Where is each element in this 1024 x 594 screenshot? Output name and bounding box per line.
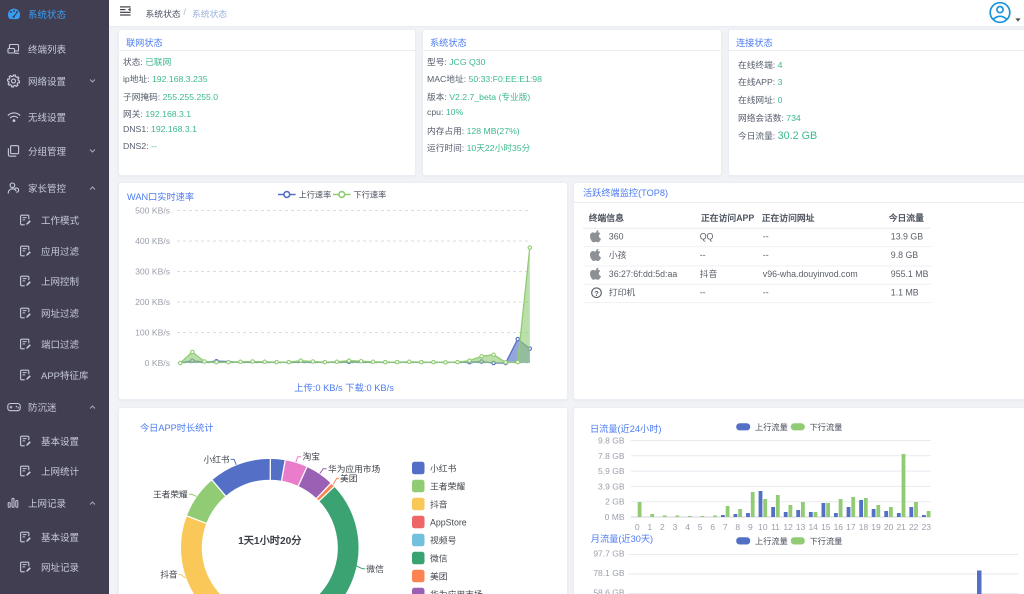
svg-text:小红书: 小红书	[430, 462, 457, 473]
svg-text:华为应用市场: 华为应用市场	[328, 462, 380, 473]
svg-text:抖音: 抖音	[160, 568, 178, 579]
svg-text:10: 10	[758, 521, 768, 531]
svg-text:上行流量: 上行流量	[755, 535, 788, 545]
svg-text:21: 21	[896, 521, 906, 531]
svg-text:1.1 MB: 1.1 MB	[891, 288, 919, 298]
svg-text:13.9 GB: 13.9 GB	[891, 232, 923, 242]
svg-text:--: --	[700, 288, 706, 298]
svg-text:上传:0 KB/s 下载:0 KB/s: 上传:0 KB/s 下载:0 KB/s	[294, 382, 394, 393]
svg-text:97.7 GB: 97.7 GB	[593, 548, 625, 558]
svg-text:小红书: 小红书	[204, 453, 230, 464]
svg-text:360: 360	[609, 232, 624, 242]
svg-text:15: 15	[821, 521, 831, 531]
svg-text:12: 12	[783, 521, 793, 531]
svg-text:20: 20	[884, 521, 894, 531]
svg-text:58.6 GB: 58.6 GB	[593, 587, 625, 594]
svg-text:0 KB/s: 0 KB/s	[145, 358, 170, 368]
svg-text:AppStore: AppStore	[430, 517, 467, 527]
svg-text:美团: 美团	[340, 472, 357, 483]
svg-text:下行流量: 下行流量	[810, 421, 843, 431]
svg-text:16: 16	[834, 521, 844, 531]
svg-text:终端信息: 终端信息	[589, 212, 624, 223]
svg-text:微信: 微信	[366, 562, 384, 573]
svg-text:打印机: 打印机	[609, 287, 636, 298]
svg-text:955.1 MB: 955.1 MB	[891, 269, 929, 279]
svg-text:?: ?	[594, 289, 599, 298]
svg-text:5: 5	[698, 521, 703, 531]
svg-text:5.9 GB: 5.9 GB	[598, 466, 625, 476]
svg-text:9: 9	[748, 521, 753, 531]
svg-text:13: 13	[796, 521, 806, 531]
svg-text:QQ: QQ	[700, 232, 714, 242]
svg-text:1: 1	[648, 521, 653, 531]
svg-text:9.8 GB: 9.8 GB	[598, 435, 625, 445]
svg-text:上行速率: 上行速率	[299, 189, 332, 199]
svg-text:2 GB: 2 GB	[605, 496, 625, 506]
svg-text:3: 3	[673, 521, 678, 531]
svg-text:11: 11	[771, 521, 780, 531]
svg-text:华为应用市场: 华为应用市场	[430, 588, 483, 594]
svg-text:抖音: 抖音	[430, 498, 448, 509]
svg-text:王者荣耀: 王者荣耀	[430, 480, 465, 491]
svg-text:视频号: 视频号	[430, 534, 457, 545]
svg-text:淘宝: 淘宝	[303, 450, 321, 461]
svg-text:上行流量: 上行流量	[755, 421, 788, 431]
svg-text:今日流量: 今日流量	[888, 212, 924, 223]
svg-text:19: 19	[871, 521, 881, 531]
svg-text:500 KB/s: 500 KB/s	[135, 206, 170, 216]
svg-text:1天1小时20分: 1天1小时20分	[238, 533, 302, 546]
svg-text:23: 23	[922, 521, 932, 531]
svg-text:6: 6	[710, 521, 715, 531]
svg-text:3.9 GB: 3.9 GB	[598, 481, 625, 491]
svg-text:0 MB: 0 MB	[605, 512, 625, 522]
svg-text:9.8 GB: 9.8 GB	[891, 250, 919, 260]
svg-text:0: 0	[635, 521, 640, 531]
svg-text:--: --	[700, 250, 706, 260]
svg-text:微信: 微信	[430, 552, 448, 563]
svg-text:22: 22	[909, 521, 919, 531]
svg-text:正在访问APP: 正在访问APP	[701, 212, 754, 223]
svg-text:正在访问网址: 正在访问网址	[762, 212, 815, 223]
svg-text:v96-wha.douyinvod.com: v96-wha.douyinvod.com	[763, 269, 858, 279]
svg-text:2: 2	[660, 521, 665, 531]
svg-text:400 KB/s: 400 KB/s	[135, 236, 170, 246]
svg-text:下行流量: 下行流量	[810, 535, 843, 545]
svg-text:100 KB/s: 100 KB/s	[135, 328, 170, 338]
svg-text:4: 4	[685, 521, 690, 531]
svg-text:8: 8	[735, 521, 740, 531]
svg-text:18: 18	[859, 521, 869, 531]
svg-text:抖音: 抖音	[700, 268, 718, 279]
svg-text:78.1 GB: 78.1 GB	[593, 567, 625, 577]
svg-text:--: --	[763, 232, 769, 242]
svg-text:200 KB/s: 200 KB/s	[135, 297, 170, 307]
svg-text:36:27:6f:dd:5d:aa: 36:27:6f:dd:5d:aa	[609, 269, 678, 279]
svg-text:17: 17	[846, 521, 856, 531]
svg-text:美团: 美团	[430, 570, 448, 581]
svg-text:14: 14	[808, 521, 818, 531]
svg-text:下行速率: 下行速率	[354, 189, 387, 199]
svg-text:7.8 GB: 7.8 GB	[598, 450, 625, 460]
svg-text:7: 7	[723, 521, 728, 531]
svg-text:--: --	[763, 250, 769, 260]
svg-text:300 KB/s: 300 KB/s	[135, 267, 170, 277]
svg-text:小孩: 小孩	[609, 249, 627, 260]
svg-text:王者荣耀: 王者荣耀	[153, 488, 188, 499]
svg-text:月流量(近30天): 月流量(近30天)	[591, 533, 653, 544]
svg-text:--: --	[763, 288, 769, 298]
